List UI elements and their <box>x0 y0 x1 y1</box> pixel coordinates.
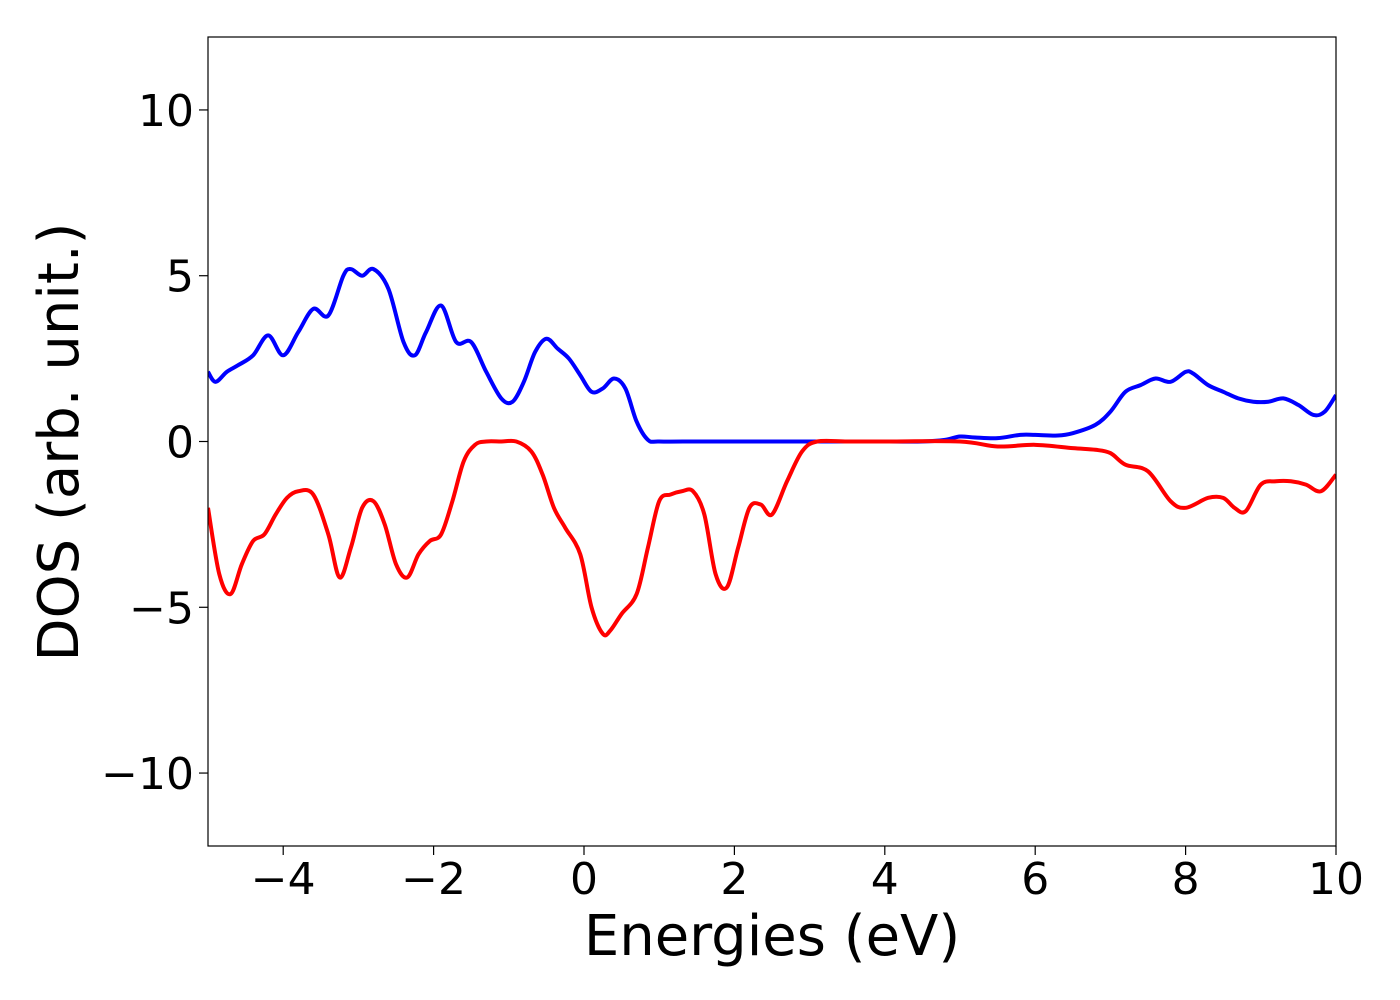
y-tick-label: 10 <box>138 86 194 137</box>
x-tick-label: 10 <box>1308 854 1364 905</box>
x-tick-label: 0 <box>570 854 598 905</box>
y-tick-label: 5 <box>166 252 194 303</box>
x-tick-label: 2 <box>720 854 748 905</box>
x-tick-label: −4 <box>251 854 316 905</box>
x-tick-label: 8 <box>1172 854 1200 905</box>
x-tick-label: 4 <box>871 854 899 905</box>
series-layer <box>208 266 1336 638</box>
series-line-2 <box>208 438 1336 638</box>
x-axis: −4 −2 0 2 4 6 8 10 <box>251 846 1364 905</box>
series-line-1 <box>208 266 1336 444</box>
y-axis: −10 −5 0 5 10 <box>101 86 208 800</box>
y-tick-label: 0 <box>166 418 194 469</box>
y-tick-label: −10 <box>101 749 194 800</box>
x-axis-label: Energies (eV) <box>584 904 960 969</box>
y-tick-label: −5 <box>129 583 194 634</box>
y-axis-label: DOS (arb. unit.) <box>27 222 92 661</box>
x-tick-label: 6 <box>1021 854 1049 905</box>
x-tick-label: −2 <box>401 854 466 905</box>
